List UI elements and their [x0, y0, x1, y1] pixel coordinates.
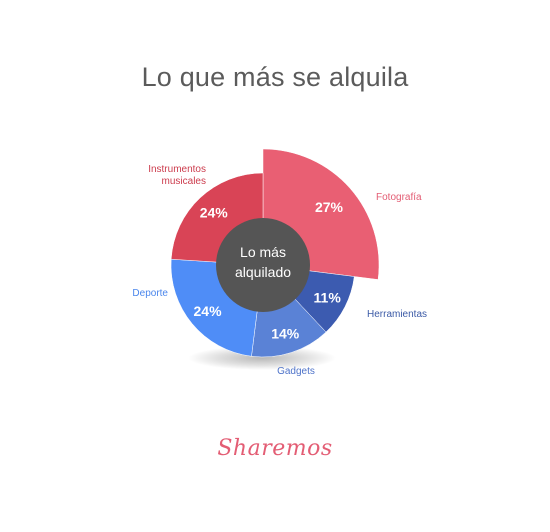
slice-label-instrumentos-musicales: Instrumentos musicales [148, 164, 206, 187]
slice-label-gadgets: Gadgets [277, 366, 315, 377]
chart-title: Lo que más se alquila [141, 62, 409, 92]
slice-value-deporte: 24% [194, 303, 223, 319]
brand-logo: Sharemos [217, 436, 333, 461]
slice-label-fotografia: Fotografía [376, 192, 422, 203]
donut-center [216, 218, 310, 312]
slice-label-herramientas: Herramientas [367, 309, 427, 320]
slice-label-deporte: Deporte [132, 288, 168, 299]
chart-shadow [188, 346, 336, 370]
slice-value-herramientas: 11% [314, 290, 342, 306]
slice-value-gadgets: 14% [271, 325, 300, 341]
center-label-line-1: Lo más [240, 244, 286, 260]
slice-value-instrumentos-musicales: 24% [200, 205, 229, 221]
center-label-line-2: alquilado [235, 264, 291, 280]
slice-value-fotografia: 27% [315, 199, 344, 215]
